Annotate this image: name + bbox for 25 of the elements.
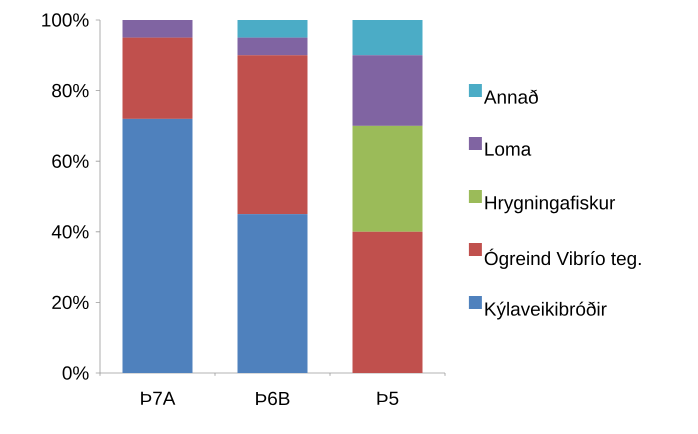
legend-label: Loma	[485, 142, 532, 156]
y-tick-label: 40%	[52, 225, 89, 239]
legend-label: Annað	[484, 90, 538, 104]
bar	[122, 38, 192, 119]
bar	[238, 38, 308, 56]
bar	[122, 20, 192, 38]
bar	[352, 20, 423, 56]
legend-label: Hrygningafiskur	[485, 196, 616, 214]
x-tick-label: Þ6B	[256, 392, 290, 406]
bar	[352, 126, 423, 232]
bar	[238, 20, 308, 38]
bar	[352, 55, 423, 126]
y-tick-label: 20%	[52, 296, 89, 310]
y-tick-label: 60%	[52, 154, 89, 168]
bar	[122, 118, 192, 373]
bar	[352, 232, 423, 373]
x-tick-label: Þ7A	[141, 392, 176, 405]
bar	[238, 55, 308, 214]
bar	[238, 214, 308, 373]
x-tick-label: Þ5	[377, 392, 398, 405]
legend-label: Ógreind Vibrío teg.	[484, 248, 641, 269]
legend-label: Kýlaveikibróðir	[485, 302, 607, 320]
y-tick-label: 0%	[62, 366, 89, 380]
y-tick-label: 100%	[42, 13, 89, 27]
y-tick-label: 80%	[52, 84, 89, 98]
